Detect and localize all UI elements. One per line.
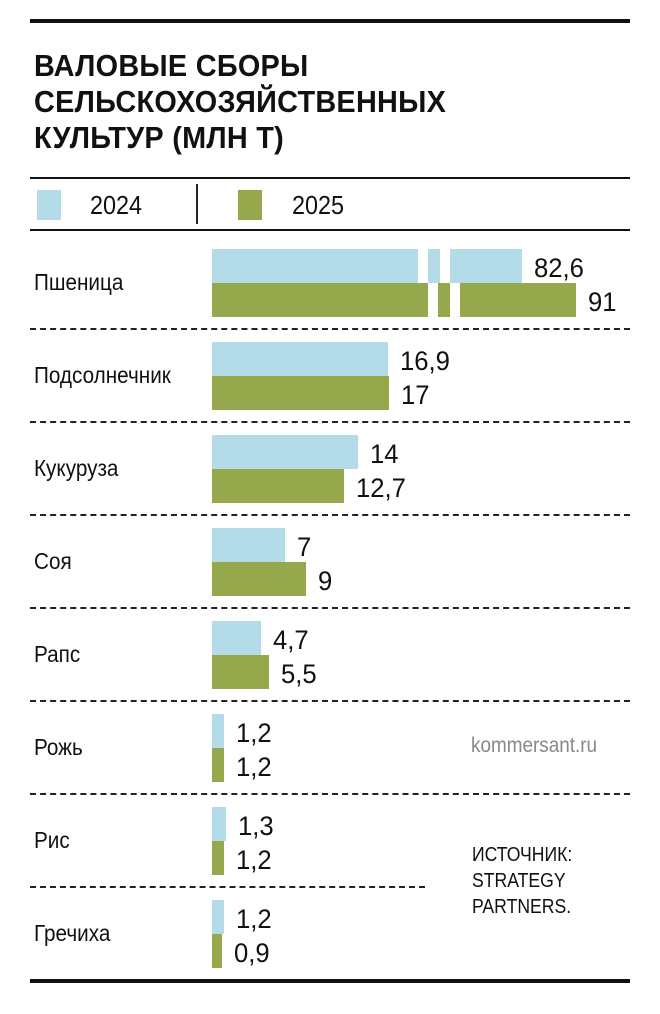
bar-2024	[212, 249, 418, 283]
legend-top-rule	[30, 177, 630, 179]
bar-2025	[460, 283, 576, 317]
value-label-2024: 7	[296, 532, 312, 562]
category-label: Рапс	[34, 641, 81, 667]
row-divider	[30, 700, 630, 702]
bar-2024	[450, 249, 522, 283]
value-label-2025: 91	[588, 287, 617, 317]
title-line: СЕЛЬСКОХОЗЯЙСТВЕННЫХ	[34, 84, 447, 119]
source-line: STRATEGY	[472, 870, 566, 892]
value-label-2025: 1,2	[236, 845, 273, 875]
value-label-2024: 1,3	[237, 811, 274, 841]
bar-2024	[212, 900, 225, 934]
bar-2025	[438, 283, 450, 317]
row-divider	[30, 607, 630, 609]
bar-2025	[212, 655, 270, 689]
value-label-2025: 1,2	[236, 752, 273, 782]
legend-label-2025: 2025	[292, 190, 345, 220]
category-label: Пшеница	[34, 269, 124, 295]
value-label-2025: 9	[317, 566, 332, 596]
source-note: ИСТОЧНИК: STRATEGY PARTNERS.	[472, 842, 572, 920]
bar-2025	[212, 562, 306, 596]
row-divider	[30, 514, 630, 516]
bar-2024	[212, 807, 226, 841]
row-divider	[30, 886, 425, 888]
value-label-2024: 1,2	[236, 718, 273, 748]
row-divider	[30, 328, 630, 330]
bar-2024	[212, 714, 225, 748]
category-label: Кукуруза	[34, 455, 119, 481]
bar-2025	[212, 469, 345, 503]
bar-2024	[212, 621, 261, 655]
value-label-2025: 12,7	[356, 473, 407, 503]
category-label: Гречиха	[34, 920, 111, 946]
row-divider	[30, 793, 630, 795]
bar-2024	[428, 249, 440, 283]
value-label-2024: 16,9	[399, 346, 450, 376]
category-label: Соя	[34, 548, 72, 574]
value-label-2024: 4,7	[272, 625, 309, 655]
bar-2025	[212, 376, 389, 410]
legend-swatch-2025	[238, 190, 262, 220]
value-label-2025: 0,9	[234, 938, 270, 968]
bar-2024	[212, 435, 358, 469]
category-label: Рис	[34, 827, 70, 853]
row-divider	[30, 421, 630, 423]
bar-2024	[212, 528, 285, 562]
bar-2025	[212, 934, 222, 968]
bar-2025	[212, 841, 225, 875]
title-line: ВАЛОВЫЕ СБОРЫ	[34, 48, 309, 83]
value-label-2025: 5,5	[281, 659, 317, 689]
title-line: КУЛЬТУР (МЛН Т)	[34, 120, 285, 155]
legend-bottom-rule	[30, 229, 630, 231]
bottom-rule	[30, 979, 630, 983]
legend-swatch-2024	[37, 190, 61, 220]
legend-divider	[196, 184, 198, 224]
value-label-2024: 14	[369, 439, 399, 469]
category-label: Рожь	[34, 734, 83, 760]
value-label-2024: 1,2	[236, 904, 273, 934]
source-line: ИСТОЧНИК:	[472, 844, 573, 866]
category-label: Подсолнечник	[34, 362, 171, 388]
bar-2025	[212, 748, 225, 782]
value-label-2024: 82,6	[534, 253, 584, 283]
chart-title: ВАЛОВЫЕ СБОРЫ СЕЛЬСКОХОЗЯЙСТВЕННЫХ КУЛЬТ…	[34, 48, 446, 156]
bar-2025	[212, 283, 428, 317]
legend-label-2024: 2024	[90, 190, 143, 220]
top-rule	[30, 19, 630, 23]
source-line: PARTNERS.	[472, 896, 572, 918]
site-credit: kommersant.ru	[471, 734, 598, 757]
bar-2024	[212, 342, 388, 376]
value-label-2025: 17	[400, 380, 430, 410]
